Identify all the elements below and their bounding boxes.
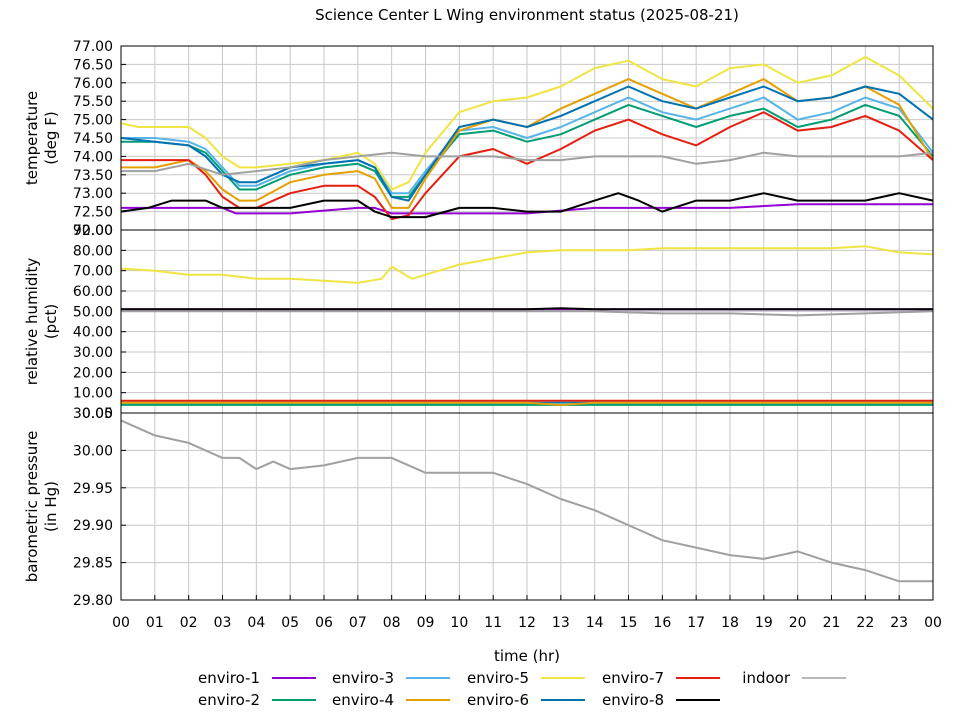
y-tick-label: 40.00 xyxy=(73,325,113,341)
x-tick-label: 13 xyxy=(552,615,570,631)
x-tick-label: 04 xyxy=(247,615,265,631)
y-tick-label: 80.00 xyxy=(73,243,113,259)
x-tick-label: 01 xyxy=(146,615,164,631)
y-axis-label-line: relative humidity xyxy=(23,258,41,386)
y-tick-label: 90.00 xyxy=(73,223,113,239)
x-tick-label: 14 xyxy=(586,615,604,631)
x-tick-label: 15 xyxy=(620,615,638,631)
x-tick-label: 00 xyxy=(112,615,130,631)
y-tick-label: 70.00 xyxy=(73,264,113,280)
y-tick-label: 29.80 xyxy=(73,593,113,609)
panel-temperature: 72.00 72.50 73.00 73.50 74.00 74.50 75.00 75.50… xyxy=(23,39,934,239)
y-axis-label-line: (in Hg) xyxy=(42,481,60,532)
y-tick-label: 72.50 xyxy=(73,205,113,221)
x-axis-label: time (hr) xyxy=(494,647,560,665)
y-axis-label: temperature(deg F) xyxy=(23,91,60,185)
y-axis-label: barometric pressure(in Hg) xyxy=(23,431,60,583)
series-line-enviro-6 xyxy=(120,85,934,202)
series-line-enviro-4 xyxy=(121,78,934,209)
x-tick-label: 08 xyxy=(383,615,401,631)
series-line-indoor xyxy=(120,419,933,583)
x-tick-label: 11 xyxy=(484,615,502,631)
y-tick-label: 29.95 xyxy=(73,481,113,497)
y-tick-label: 30.00 xyxy=(73,443,113,459)
x-tick-label: 07 xyxy=(349,615,367,631)
x-axis: 00 01 02 03 04 05 06 07 08 09 10 11 12 13 14 15 16 17 18 19… xyxy=(112,595,942,631)
y-tick-label: 72.00 xyxy=(73,223,113,239)
x-tick-label: 19 xyxy=(755,615,773,631)
series-line-enviro-2 xyxy=(121,103,934,198)
x-tick-label: 17 xyxy=(687,615,705,631)
panel-humidity: 0.00 10.00 20.00 30.00 40.00 50.00 60.00 70.00 8… xyxy=(23,223,934,422)
panel-pressure: 29.80 29.85 29.90 29.95 30.00 30.05 barometric… xyxy=(23,406,934,609)
x-tick-label: 05 xyxy=(281,615,299,631)
y-tick-label: 10.00 xyxy=(73,386,113,402)
y-axis-label-line: temperature xyxy=(23,91,41,185)
x-tick-label: 21 xyxy=(823,615,841,631)
series-line-indoor xyxy=(121,151,934,176)
series-line-indoor xyxy=(121,310,934,317)
legend-label: enviro-8 xyxy=(602,691,664,709)
y-tick-label: 74.00 xyxy=(73,149,113,165)
legend-label: enviro-1 xyxy=(198,669,260,687)
y-tick-label: 30.05 xyxy=(73,406,113,422)
series-line-enviro-5 xyxy=(120,245,934,284)
x-tick-label: 20 xyxy=(789,615,807,631)
x-tick-label: 10 xyxy=(450,615,468,631)
y-tick-label: 60.00 xyxy=(73,284,113,300)
y-axis-label-line: (pct) xyxy=(42,304,60,339)
series-line-enviro-5 xyxy=(120,56,934,191)
y-tick-label: 50.00 xyxy=(73,304,113,320)
legend: enviro-1 enviro-2 enviro-3 enviro-4 enviro-5… xyxy=(198,669,846,709)
legend-label: enviro-5 xyxy=(467,669,529,687)
x-tick-label: 00 xyxy=(924,615,942,631)
y-axis-label-line: barometric pressure xyxy=(23,431,41,583)
y-axis-label-line: (deg F) xyxy=(42,111,60,164)
y-tick-label: 77.00 xyxy=(73,39,113,55)
chart-panels: 72.00 72.50 73.00 73.50 74.00 74.50 75.00 75.50… xyxy=(23,39,934,609)
legend-label: indoor xyxy=(742,669,791,687)
y-tick-label: 29.90 xyxy=(73,518,113,534)
x-tick-label: 09 xyxy=(417,615,435,631)
legend-label: enviro-2 xyxy=(198,691,260,709)
x-tick-label: 16 xyxy=(653,615,671,631)
series-line-enviro-8 xyxy=(120,192,934,219)
legend-label: enviro-6 xyxy=(467,691,529,709)
y-axis-label: relative humidity(pct) xyxy=(23,258,60,386)
legend-label: enviro-4 xyxy=(332,691,394,709)
y-tick-label: 73.50 xyxy=(73,168,113,184)
y-tick-label: 74.50 xyxy=(73,131,113,147)
x-tick-label: 12 xyxy=(518,615,536,631)
x-tick-label: 02 xyxy=(180,615,198,631)
y-tick-label: 0.00 xyxy=(82,406,113,422)
y-tick-label: 29.85 xyxy=(73,556,113,572)
y-tick-label: 73.00 xyxy=(73,186,113,202)
series-line-enviro-1 xyxy=(121,203,933,215)
x-tick-label: 18 xyxy=(721,615,739,631)
x-tick-label: 03 xyxy=(214,615,232,631)
y-tick-label: 75.00 xyxy=(73,113,113,129)
y-tick-label: 30.00 xyxy=(73,345,113,361)
y-tick-label: 20.00 xyxy=(73,365,113,381)
chart-title: Science Center L Wing environment status… xyxy=(315,6,739,24)
x-tick-label: 22 xyxy=(856,615,874,631)
y-tick-label: 76.50 xyxy=(73,57,113,73)
legend-label: enviro-3 xyxy=(332,669,394,687)
y-tick-label: 76.00 xyxy=(73,76,113,92)
x-tick-label: 23 xyxy=(890,615,908,631)
series-line-enviro-8 xyxy=(121,307,933,311)
y-tick-label: 75.50 xyxy=(73,94,113,110)
legend-label: enviro-7 xyxy=(602,669,664,687)
x-tick-label: 06 xyxy=(315,615,333,631)
series-line-enviro-4 xyxy=(121,401,933,406)
